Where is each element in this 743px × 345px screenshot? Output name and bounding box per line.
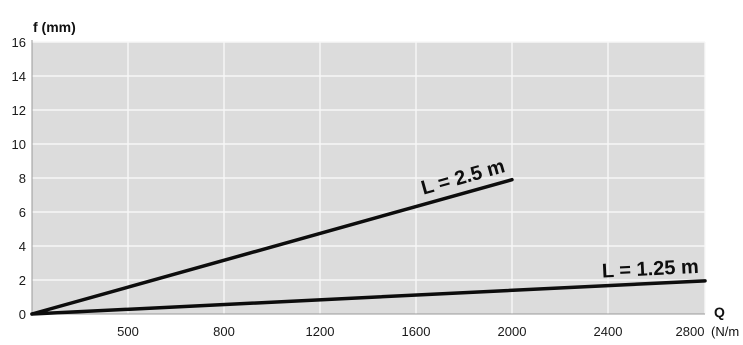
x-axis-title: Q [714,304,725,320]
series-label: L = 1.25 m [601,256,699,283]
x-tick-label: 1200 [306,324,335,339]
x-tick-label: 800 [213,324,235,339]
series-lines: L = 2.5 mL = 1.25 m [30,155,707,316]
y-tick-label: 10 [12,137,26,152]
series-line [30,177,514,316]
y-tick-label: 2 [19,273,26,288]
grid-lines [32,41,706,314]
x-tick-label: 2000 [498,324,527,339]
axes [31,40,705,315]
x-tick-label: 2400 [594,324,623,339]
y-tick-label: 6 [19,205,26,220]
y-tick-label: 4 [19,239,26,254]
y-axis-title: f (mm) [33,19,76,35]
x-tick-labels: 500 800 1200 1600 2000 2400 2800 [117,324,704,339]
series-line [30,279,707,316]
y-tick-label: 12 [12,103,26,118]
y-tick-label: 0 [19,307,26,322]
y-tick-label: 16 [12,35,26,50]
y-tick-labels: 0 2 4 6 8 10 12 14 16 [12,35,26,322]
x-tick-label: 500 [117,324,139,339]
y-tick-label: 14 [12,69,26,84]
y-tick-label: 8 [19,171,26,186]
x-tick-label: 2800 [676,324,705,339]
x-axis-unit: (N/m [711,324,739,339]
x-tick-label: 1600 [402,324,431,339]
